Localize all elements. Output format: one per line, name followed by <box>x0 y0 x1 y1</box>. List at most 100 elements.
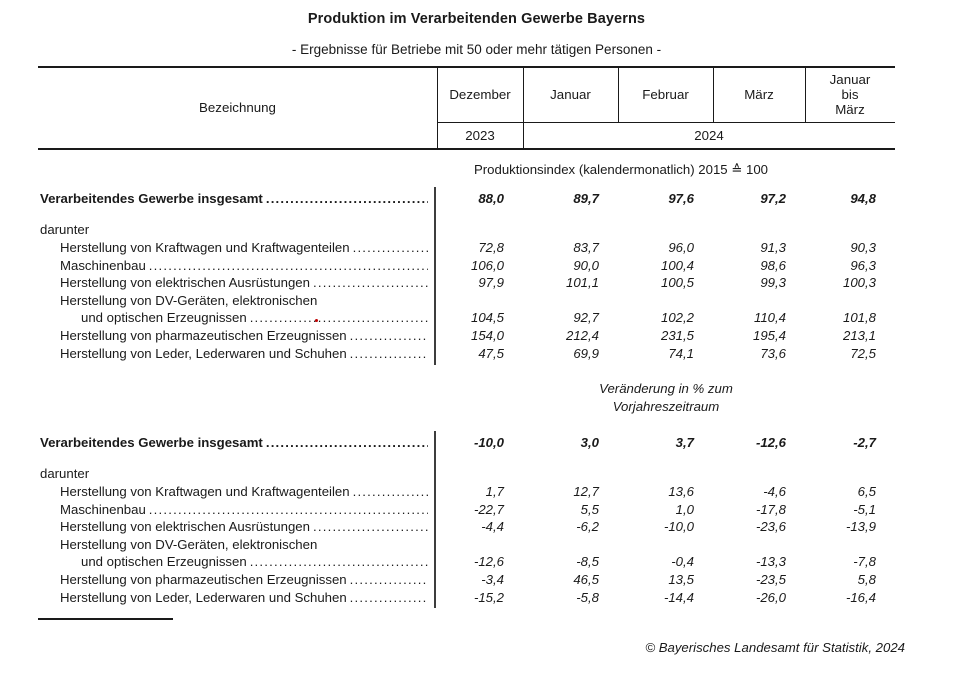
value-cell: 47,5 <box>478 345 504 361</box>
value-cell: -3,4 <box>481 571 504 587</box>
value-cell: 212,4 <box>565 327 599 343</box>
value-cell: 3,0 <box>580 435 599 451</box>
row-label: Herstellung von DV-Geräten, elektronisch… <box>38 293 437 308</box>
table-row: Verarbeitendes Gewerbe insgesamt -10,0 3,0… <box>38 434 895 452</box>
value-cell: 96,3 <box>850 257 876 273</box>
value-cell: 83,7 <box>573 239 599 255</box>
row-label: Herstellung von Leder, Lederwaren und Sc… <box>38 590 437 605</box>
value-cell: 231,5 <box>660 327 694 343</box>
value-cell: 12,7 <box>573 483 599 499</box>
value-cell: -23,5 <box>755 571 786 587</box>
value-cell: 100,3 <box>842 275 876 291</box>
section1-vertical-rule <box>434 187 436 365</box>
value-cell: 92,7 <box>573 310 599 326</box>
value-cell: -12,6 <box>755 435 786 451</box>
row-label-text: Herstellung von pharmazeutischen Erzeugn… <box>60 327 347 343</box>
column-header-februar: Februar <box>642 87 689 102</box>
value-cell: -13,9 <box>845 519 876 535</box>
row-label-text: Herstellung von DV-Geräten, elektronisch… <box>60 536 318 552</box>
row-label: darunter <box>38 466 437 481</box>
row-label: Herstellung von elektrischen Ausrüstunge… <box>38 519 437 534</box>
value-cell: 46,5 <box>573 571 599 587</box>
value-cell: 90,3 <box>850 239 876 255</box>
value-cell: -15,2 <box>473 589 504 605</box>
value-cell: 13,6 <box>668 483 694 499</box>
row-label-text: Verarbeitendes Gewerbe insgesamt <box>40 191 263 207</box>
value-cell: 106,0 <box>470 257 504 273</box>
value-cell: 1,0 <box>675 501 694 517</box>
row-label-text: Herstellung von pharmazeutischen Erzeugn… <box>60 571 347 587</box>
row-label-text: Herstellung von Kraftwagen und Kraftwage… <box>60 483 350 499</box>
row-label-text: Herstellung von elektrischen Ausrüstunge… <box>60 275 310 291</box>
column-header-januar: Januar <box>550 87 591 102</box>
dot-leader <box>313 275 428 290</box>
dot-leader <box>149 502 428 517</box>
row-label-text: darunter <box>40 466 90 482</box>
value-cell: 69,9 <box>573 345 599 361</box>
footnote-rule <box>38 618 173 620</box>
index-table-section: Verarbeitendes Gewerbe insgesamt 88,0 89,7… <box>38 190 895 362</box>
row-label-text: Herstellung von Leder, Lederwaren und Sc… <box>60 589 347 605</box>
value-cell: 97,6 <box>668 191 694 207</box>
value-cell: 97,9 <box>478 275 504 291</box>
value-cell: 94,8 <box>850 191 876 207</box>
january-label: Januar <box>829 72 871 87</box>
value-cell: 13,5 <box>668 571 694 587</box>
bis-label: bis <box>841 87 859 102</box>
table-row: Herstellung von DV-Geräten, elektronisch… <box>38 291 895 309</box>
row-label: Herstellung von elektrischen Ausrüstunge… <box>38 275 437 290</box>
value-cell: 72,8 <box>478 239 504 255</box>
section2-caption: Veränderung in % zum Vorjahreszeitraum <box>437 380 895 415</box>
row-label: Verarbeitendes Gewerbe insgesamt <box>38 191 437 206</box>
table-row: Herstellung von Leder, Lederwaren und Sc… <box>38 588 895 606</box>
row-label: Herstellung von pharmazeutischen Erzeugn… <box>38 572 437 587</box>
column-header-bezeichnung: Bezeichnung <box>199 100 276 115</box>
red-dot-artifact <box>315 319 318 322</box>
value-cell: -4,4 <box>481 519 504 535</box>
row-label-text: Herstellung von Leder, Lederwaren und Sc… <box>60 345 347 361</box>
row-label: Herstellung von DV-Geräten, elektronisch… <box>38 537 437 552</box>
value-cell: 1,7 <box>485 483 504 499</box>
table-row: Herstellung von Kraftwagen und Kraftwage… <box>38 483 895 501</box>
value-cell: 213,1 <box>842 327 876 343</box>
table-row: Herstellung von Leder, Lederwaren und Sc… <box>38 344 895 362</box>
value-cell: 96,0 <box>668 239 694 255</box>
row-label: Herstellung von pharmazeutischen Erzeugn… <box>38 328 437 343</box>
row-label: Herstellung von Leder, Lederwaren und Sc… <box>38 346 437 361</box>
value-cell: 154,0 <box>470 327 504 343</box>
value-cell: -10,0 <box>473 435 504 451</box>
value-cell: 3,7 <box>675 435 694 451</box>
dot-leader <box>350 572 428 587</box>
value-cell: 90,0 <box>573 257 599 273</box>
section2-caption-line1: Veränderung in % zum <box>599 381 733 396</box>
row-label-text: Maschinenbau <box>60 501 146 517</box>
value-cell: -8,5 <box>576 554 599 570</box>
table-row: Herstellung von elektrischen Ausrüstunge… <box>38 274 895 292</box>
value-cell: -2,7 <box>853 435 876 451</box>
row-label-text: Maschinenbau <box>60 257 146 273</box>
section1-caption: Produktionsindex (kalendermonatlich) 201… <box>473 162 769 177</box>
row-label-text: Herstellung von Kraftwagen und Kraftwage… <box>60 239 350 255</box>
value-cell: -22,7 <box>473 501 504 517</box>
row-label-text: und optischen Erzeugnissen <box>81 310 247 326</box>
row-label: Verarbeitendes Gewerbe insgesamt <box>38 435 437 450</box>
dot-leader <box>149 258 428 273</box>
header-middle-rule <box>437 122 895 123</box>
value-cell: 98,6 <box>760 257 786 273</box>
row-label-text: Verarbeitendes Gewerbe insgesamt <box>40 435 263 451</box>
value-cell: -0,4 <box>671 554 694 570</box>
dot-leader <box>353 240 428 255</box>
dot-leader <box>250 554 428 569</box>
table-row: Herstellung von elektrischen Ausrüstunge… <box>38 518 895 536</box>
table-row: darunter <box>38 465 895 483</box>
header-top-rule <box>38 66 895 68</box>
value-cell: 74,1 <box>668 345 694 361</box>
value-cell: 73,6 <box>760 345 786 361</box>
header-vertical-rule <box>523 67 524 148</box>
value-cell: 100,4 <box>660 257 694 273</box>
table-row: und optischen Erzeugnissen -12,6 -8,5 -0,4 -… <box>38 553 895 571</box>
value-cell: 110,4 <box>753 310 786 326</box>
row-label-text: darunter <box>40 222 90 238</box>
value-cell: 5,5 <box>580 501 599 517</box>
value-cell: -4,6 <box>763 483 786 499</box>
